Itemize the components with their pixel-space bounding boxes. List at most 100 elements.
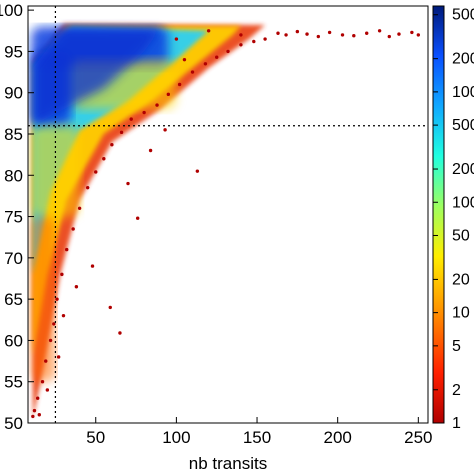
- scatter-point-40: [35, 396, 40, 400]
- scatter-point-49: [90, 264, 95, 268]
- scatter-point-15: [252, 39, 256, 44]
- scatter-point-42: [148, 148, 153, 153]
- reference-lines: [28, 6, 428, 423]
- colorbar-tick-label: 5: [452, 338, 461, 355]
- colorbar-tick-label: 2000: [452, 51, 474, 68]
- scatter-point-39: [40, 380, 45, 384]
- y-tick-label: 90: [4, 84, 23, 103]
- scatter-point-12: [410, 30, 414, 35]
- scatter-point-31: [77, 206, 82, 211]
- scatter-point-55: [31, 414, 35, 419]
- scatter-point-22: [166, 92, 171, 97]
- scatter-point-16: [239, 43, 243, 47]
- scatter-point-14: [263, 37, 267, 41]
- scatter-point-7: [352, 34, 356, 38]
- colorbar-tick-label: 2: [452, 382, 461, 399]
- x-axis-label: nb transits: [189, 454, 267, 473]
- y-tick-label: 60: [4, 331, 23, 350]
- colorbar-tick-label: 20: [452, 271, 470, 288]
- density-region-4: [31, 216, 56, 382]
- scatter-point-5: [327, 30, 332, 35]
- scatter-point-45: [195, 169, 200, 173]
- scatter-point-0: [276, 31, 280, 35]
- y-tick-label: 85: [4, 125, 23, 144]
- scatter-point-50: [74, 285, 79, 289]
- scatter-layer: [31, 29, 421, 419]
- scatter-point-32: [71, 227, 75, 231]
- scatter-point-1: [284, 33, 288, 37]
- scatter-point-27: [110, 143, 114, 147]
- colorbar-gradient: [432, 5, 445, 424]
- scatter-point-8: [365, 31, 369, 35]
- scatter-point-43: [118, 331, 122, 335]
- y-tick-label: 55: [4, 373, 23, 392]
- scatter-point-28: [102, 157, 106, 161]
- scatter-point-36: [52, 322, 56, 326]
- scatter-point-33: [65, 247, 69, 252]
- colorbar-tick-label: 200: [452, 161, 474, 178]
- density-layer: [31, 24, 266, 419]
- colorbar-tick-label: 1: [452, 415, 461, 432]
- scatter-point-25: [129, 117, 133, 121]
- scatter-point-41: [32, 408, 37, 413]
- colorbar-ticks: 1 2 5 10 20 50 100 200 500 1000 2000 5000: [433, 7, 474, 432]
- scatter-point-2: [295, 29, 300, 34]
- x-tick-label: 200: [323, 428, 351, 447]
- density-core: [32, 28, 161, 126]
- plot-area: 50 100 150 200 250 50 55 60 65 70 75 80 85 90 95 100: [0, 1, 433, 447]
- scatter-point-6: [340, 33, 345, 37]
- x-axis-ticks: 50 100 150 200 250: [86, 417, 433, 447]
- scatter-point-51: [61, 313, 66, 318]
- colorbar-tick-label: 10: [452, 305, 470, 322]
- colorbar-tick-label: 1000: [452, 84, 474, 101]
- scatter-point-20: [190, 70, 195, 74]
- scatter-point-26: [119, 130, 124, 135]
- scatter-point-24: [142, 110, 146, 115]
- y-tick-label: 100: [0, 1, 23, 20]
- scatter-point-9: [377, 29, 382, 33]
- scatter-point-18: [215, 55, 219, 59]
- scatter-point-21: [177, 82, 182, 87]
- scatter-point-48: [126, 181, 130, 186]
- scatter-point-35: [55, 297, 59, 301]
- scatter-point-54: [37, 413, 41, 417]
- x-tick-label: 50: [86, 428, 105, 447]
- x-tick-label: 150: [243, 428, 271, 447]
- scatter-point-10: [387, 34, 391, 39]
- scatter-point-58: [239, 33, 243, 37]
- colorbar: 1 2 5 10 20 50 100 200 500 1000 2000 5000: [432, 5, 474, 432]
- scatter-point-44: [135, 216, 140, 220]
- x-tick-label: 100: [162, 428, 190, 447]
- y-axis-ticks: 50 55 60 65 70 75 80 85 90 95 100: [0, 1, 34, 433]
- y-tick-label: 75: [4, 208, 23, 227]
- scatter-point-13: [416, 33, 421, 37]
- y-tick-label: 70: [4, 249, 23, 268]
- scatter-point-19: [203, 62, 208, 66]
- scatter-point-59: [182, 57, 187, 62]
- scatter-point-57: [206, 29, 211, 33]
- scatter-point-3: [305, 32, 309, 36]
- scatter-point-17: [226, 49, 230, 54]
- scatter-point-37: [48, 338, 53, 343]
- x-tick-label: 250: [404, 428, 432, 447]
- scatter-point-23: [155, 103, 159, 107]
- colorbar-tick-label: 5000: [452, 7, 474, 24]
- colorbar-tick-label: 100: [452, 194, 474, 211]
- plot-frame: [27, 5, 429, 424]
- scatter-point-4: [316, 34, 321, 39]
- scatter-point-11: [397, 32, 401, 36]
- y-tick-label: 95: [4, 42, 23, 61]
- scatter-point-52: [56, 355, 61, 359]
- scatter-point-53: [45, 388, 50, 392]
- y-tick-label: 65: [4, 290, 23, 309]
- scatter-point-34: [60, 272, 64, 277]
- colorbar-tick-label: 500: [452, 117, 474, 134]
- colorbar-tick-label: 50: [452, 227, 470, 244]
- y-tick-label: 80: [4, 166, 23, 185]
- y-tick-label: 50: [4, 414, 23, 433]
- scatter-point-56: [174, 37, 179, 41]
- scatter-point-46: [108, 305, 112, 310]
- scatter-point-38: [44, 359, 48, 363]
- scatter-point-47: [163, 128, 167, 132]
